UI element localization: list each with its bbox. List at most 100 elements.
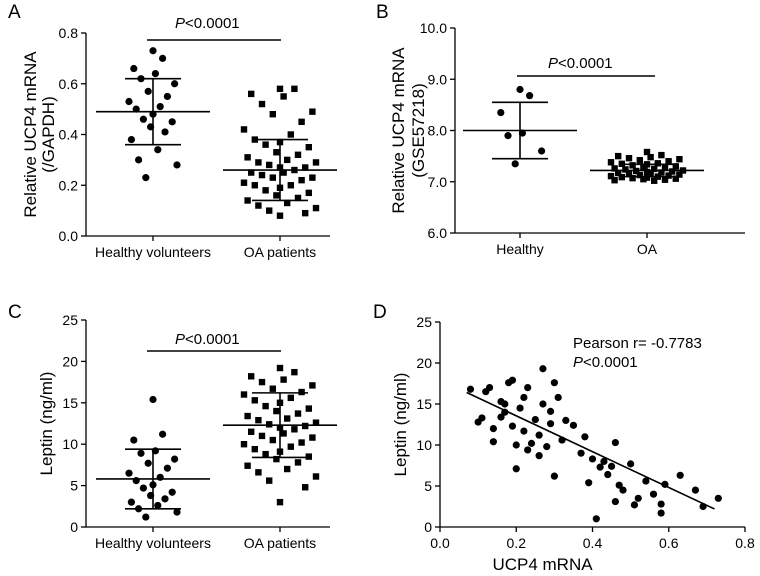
data-point bbox=[508, 376, 517, 384]
panel-a: A 0.0 0.2 0.4 0.6 0.8 Relative UCP4 mRNA (/GAPD… bbox=[8, 2, 337, 260]
data-point bbox=[546, 420, 555, 428]
data-point bbox=[139, 484, 147, 492]
data-point bbox=[269, 174, 276, 181]
data-point bbox=[284, 199, 291, 207]
y-axis-title: Leptin (ng/ml) bbox=[391, 373, 410, 477]
data-point bbox=[280, 169, 287, 176]
data-point bbox=[294, 151, 302, 158]
data-point bbox=[302, 164, 309, 171]
data-point bbox=[284, 156, 291, 164]
data-point bbox=[294, 459, 302, 466]
data-point bbox=[137, 449, 145, 457]
panel-letter: D bbox=[373, 302, 387, 323]
data-point bbox=[125, 97, 133, 106]
data-point bbox=[647, 170, 654, 177]
data-point bbox=[676, 171, 683, 178]
data-point bbox=[284, 465, 291, 473]
y-tick-label: 0.8 bbox=[59, 25, 79, 41]
data-point bbox=[657, 500, 665, 508]
data-point bbox=[524, 384, 532, 392]
p-value-label: P<0.0001 bbox=[548, 55, 613, 72]
data-point bbox=[312, 419, 320, 426]
data-point bbox=[550, 472, 558, 480]
data-point bbox=[262, 450, 269, 458]
x-tick-label: 0.6 bbox=[659, 535, 679, 551]
data-point bbox=[596, 463, 604, 471]
data-point bbox=[248, 428, 255, 435]
data-point bbox=[269, 385, 276, 392]
data-point bbox=[280, 430, 287, 437]
data-point bbox=[508, 422, 517, 430]
data-point bbox=[244, 462, 251, 469]
x-tick-label: 0.2 bbox=[507, 535, 527, 551]
data-point bbox=[592, 515, 600, 523]
data-point bbox=[654, 160, 661, 167]
data-point bbox=[262, 187, 269, 194]
data-point bbox=[622, 166, 629, 173]
data-point bbox=[538, 147, 546, 155]
regression-line bbox=[466, 391, 715, 510]
data-point bbox=[588, 455, 597, 463]
panel-d: D 0 5 10 15 20 25 0.0 0.2 0.4 0.6 0.8 UCP4 mRNA Lepti… bbox=[373, 302, 755, 574]
data-point bbox=[535, 452, 543, 460]
data-point bbox=[273, 192, 280, 199]
data-point bbox=[714, 494, 722, 502]
data-point bbox=[312, 473, 320, 480]
data-point bbox=[149, 395, 157, 404]
data-point bbox=[248, 373, 255, 380]
data-point bbox=[636, 157, 643, 164]
p-symbol: P bbox=[573, 354, 583, 371]
data-point bbox=[240, 441, 248, 448]
p-value: <0.0001 bbox=[185, 331, 240, 348]
p-value-label: P<0.0001 bbox=[175, 15, 240, 32]
data-point bbox=[640, 163, 647, 171]
data-point bbox=[309, 382, 316, 389]
data-point bbox=[276, 364, 284, 372]
series-oa-patients bbox=[223, 364, 337, 506]
data-point bbox=[512, 465, 520, 473]
data-point bbox=[647, 153, 654, 161]
data-point bbox=[159, 430, 167, 438]
data-point bbox=[276, 85, 284, 93]
data-point bbox=[669, 168, 676, 175]
data-point bbox=[539, 400, 547, 408]
data-point bbox=[629, 174, 636, 182]
x-tick-label: OA patients bbox=[244, 244, 316, 260]
data-point bbox=[287, 443, 294, 450]
data-point bbox=[298, 176, 305, 184]
y-tick-label: 20 bbox=[62, 353, 78, 369]
y-tick-label: 10 bbox=[62, 436, 78, 452]
data-point bbox=[255, 416, 262, 424]
data-point bbox=[485, 384, 494, 392]
data-point bbox=[291, 85, 298, 93]
data-point bbox=[244, 197, 251, 204]
data-point bbox=[607, 172, 615, 180]
data-point bbox=[615, 152, 622, 160]
data-point bbox=[125, 469, 133, 477]
data-point bbox=[159, 54, 167, 62]
x-tick-label: Healthy volunteers bbox=[95, 244, 211, 260]
data-point bbox=[539, 365, 547, 373]
data-point bbox=[294, 194, 302, 202]
data-point bbox=[291, 368, 298, 376]
y-tick-label: 15 bbox=[62, 395, 78, 411]
data-point bbox=[163, 464, 171, 472]
data-point bbox=[168, 488, 176, 496]
data-point bbox=[262, 402, 269, 410]
data-point bbox=[240, 391, 248, 398]
data-point bbox=[305, 143, 312, 151]
y-tick-label: 10.0 bbox=[420, 20, 447, 36]
data-point bbox=[661, 176, 669, 183]
data-point bbox=[302, 484, 309, 491]
x-tick-label: OA bbox=[637, 241, 658, 257]
data-point bbox=[262, 141, 269, 148]
data-point bbox=[585, 479, 593, 487]
data-point bbox=[672, 175, 679, 182]
data-point bbox=[535, 431, 543, 439]
panel-letter: A bbox=[8, 2, 21, 23]
data-point bbox=[244, 154, 251, 161]
data-point bbox=[309, 108, 316, 115]
y-tick-label: 0.4 bbox=[59, 127, 79, 143]
data-point bbox=[248, 169, 255, 176]
series-healthy-volunteers bbox=[96, 47, 210, 182]
